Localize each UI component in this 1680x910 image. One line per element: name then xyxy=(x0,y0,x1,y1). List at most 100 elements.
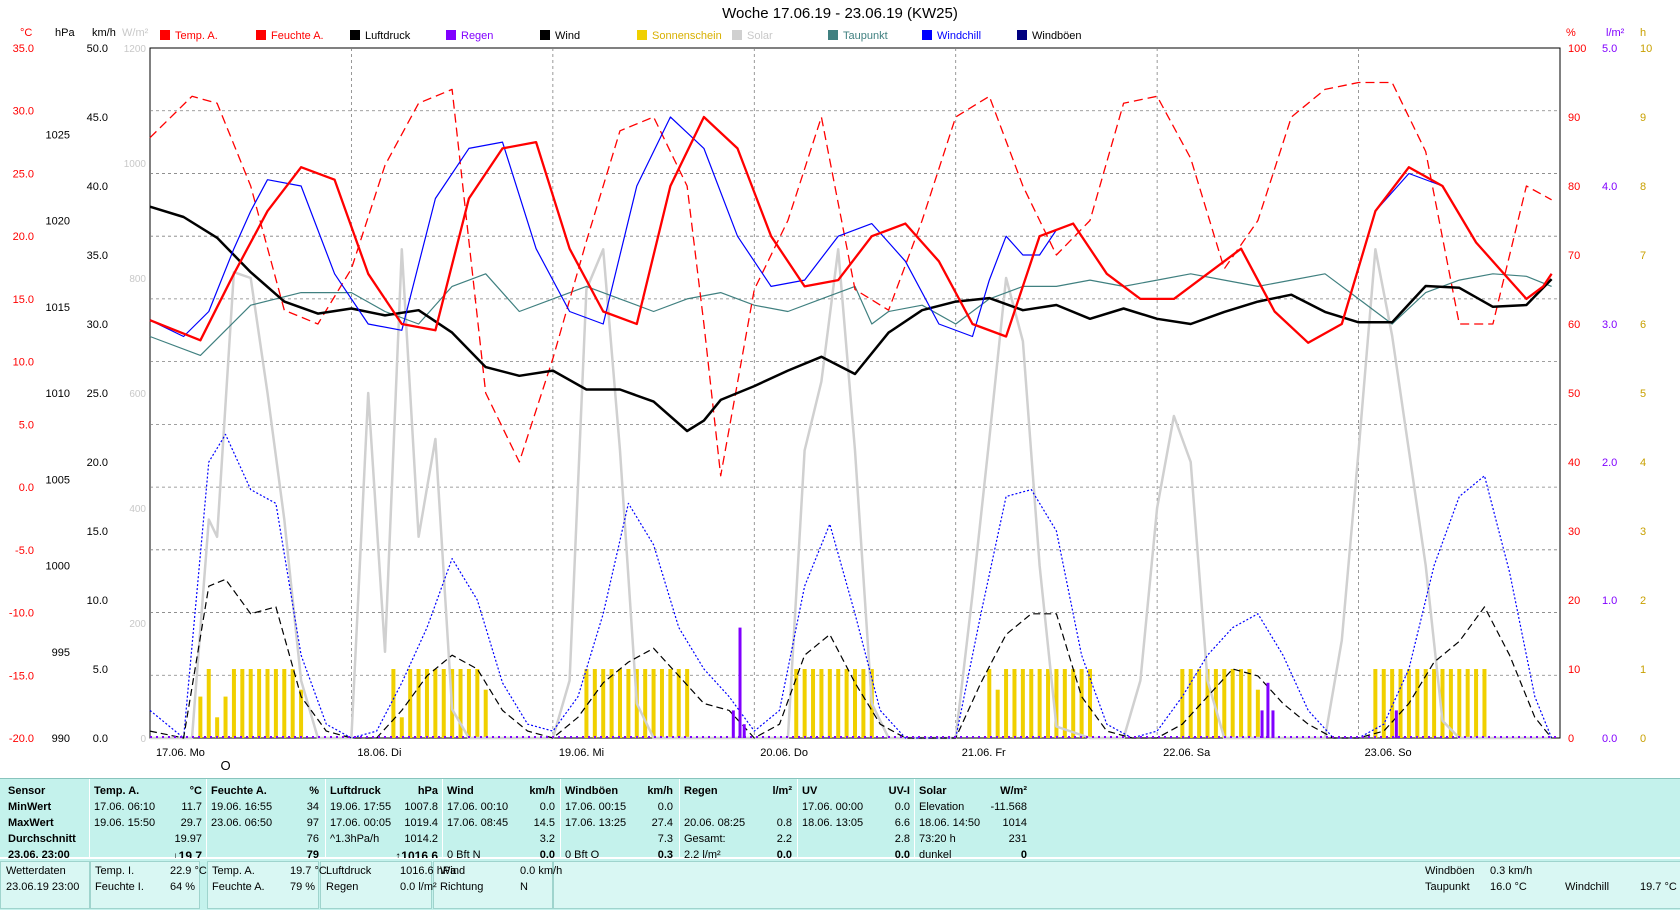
stats-header: Solar xyxy=(919,785,947,797)
stats-header-unit: UV-I xyxy=(888,785,910,797)
axis-unit-label: °C xyxy=(20,27,32,39)
legend-item: Luftdruck xyxy=(350,30,410,42)
wind-tick-label: 30.0 xyxy=(87,319,108,331)
temp-tick-label: 5.0 xyxy=(19,419,34,431)
stats-header: Wind xyxy=(447,785,474,797)
footer-bar: Wetterdaten 23.06.19 23:00 Temp. I. 22.9 °C… xyxy=(0,858,1680,910)
sunshine-bar xyxy=(618,669,622,738)
sun-tick-label: 10 xyxy=(1640,43,1652,55)
stats-cell-value: 97 xyxy=(306,817,319,829)
sunshine-bar xyxy=(1046,669,1051,738)
sunshine-bar xyxy=(299,689,304,738)
sunshine-bar xyxy=(416,669,421,738)
sunshine-bar xyxy=(1029,669,1034,738)
footer-box xyxy=(0,861,90,909)
footer-box xyxy=(433,861,553,909)
sunshine-bar xyxy=(1088,669,1092,738)
sunshine-bar xyxy=(441,669,446,738)
stats-header: Sensor xyxy=(8,785,46,797)
sunshine-bar xyxy=(1457,669,1462,738)
temp-tick-label: -20.0 xyxy=(9,733,34,745)
stats-header: Regen xyxy=(684,785,718,797)
stats-header: Luftdruck xyxy=(330,785,381,797)
footer-label: Feuchte A. xyxy=(212,881,265,893)
sunshine-bar xyxy=(1004,669,1009,738)
humidity-tick-label: 60 xyxy=(1568,319,1580,331)
legend-label: Temp. A. xyxy=(175,30,218,42)
sunshine-bar xyxy=(1255,689,1260,738)
stats-cell-value: 7.3 xyxy=(657,833,673,845)
sunshine-bar xyxy=(248,669,253,738)
sunshine-bar xyxy=(1230,669,1235,738)
sunshine-bar xyxy=(458,669,463,738)
humidity-tick-label: 70 xyxy=(1568,250,1580,262)
stats-table: Sensor Temp. A. °C Feuchte A.% Luftdruck hPa W… xyxy=(0,778,1680,863)
sunshine-bar xyxy=(827,669,832,738)
stats-column-separator xyxy=(797,779,798,857)
stats-column-separator xyxy=(914,779,915,857)
sunshine-bar xyxy=(408,669,413,738)
sunshine-bar xyxy=(223,696,228,738)
footer-label: Regen xyxy=(326,881,359,893)
axis-unit-label: hPa xyxy=(55,27,75,39)
legend-label: Wind xyxy=(555,30,581,42)
axis-unit-label: % xyxy=(1566,27,1576,39)
sun-tick-label: 1 xyxy=(1640,664,1646,676)
rain-tick-label: 3.0 xyxy=(1602,319,1617,331)
x-tick-label: 21.06. Fr xyxy=(962,747,1006,759)
legend-item: Windchill xyxy=(922,30,981,42)
stats-cell-context: 19.06. 17:55 xyxy=(330,801,392,813)
stats-cell-value: 27.4 xyxy=(651,817,673,829)
rain-bar xyxy=(738,627,742,738)
footer-value: 0.3 km/h xyxy=(1490,865,1533,877)
rain-bar xyxy=(1266,682,1270,738)
pressure-tick-label: 1005 xyxy=(46,474,70,486)
sun-tick-label: 0 xyxy=(1640,733,1646,745)
sunshine-bar xyxy=(399,717,404,738)
wind-tick-label: 5.0 xyxy=(93,664,108,676)
sunshine-bar xyxy=(844,669,849,738)
stats-cell-value: 0.0 xyxy=(657,801,673,813)
temp-tick-label: 15.0 xyxy=(13,294,34,306)
stats-header-unit: % xyxy=(309,785,319,797)
footer-value: 19.7 °C xyxy=(1640,881,1677,893)
sunshine-bar xyxy=(995,689,1000,738)
footer-value: 79 % xyxy=(290,881,316,893)
footer-value: 0.0 l/m² xyxy=(400,881,437,893)
stats-cell-value: 3.2 xyxy=(539,833,555,845)
sunshine-bar xyxy=(475,669,480,738)
solar-line xyxy=(150,248,1552,740)
x-tick-label: 23.06. So xyxy=(1365,747,1412,759)
footer-label: Windböen xyxy=(1425,865,1475,877)
stats-header-unit: W/m² xyxy=(1000,785,1027,797)
stats-cell-context: 17.06. 08:45 xyxy=(447,817,509,829)
stats-cell-value: -11.568 xyxy=(990,801,1028,813)
stats-cell-value: 29.7 xyxy=(180,817,202,829)
footer-value: 22.9 °C xyxy=(170,865,207,877)
rain-bar xyxy=(1394,710,1398,738)
stats-column-separator xyxy=(679,779,680,857)
footer-value: 19.7 °C xyxy=(290,865,327,877)
pressure-tick-label: 1020 xyxy=(46,216,70,228)
sun-tick-label: 6 xyxy=(1640,319,1646,331)
sunshine-bar xyxy=(1188,669,1193,738)
rain-tick-label: 5.0 xyxy=(1602,43,1617,55)
wind-tick-label: 50.0 xyxy=(87,43,108,55)
stats-cell-value: 14.5 xyxy=(533,817,555,829)
legend-label: Luftdruck xyxy=(365,30,411,42)
sunshine-bar xyxy=(651,669,656,738)
sunshine-bar xyxy=(609,669,614,738)
footer-label: Temp. I. xyxy=(95,865,135,877)
sunshine-bar xyxy=(215,717,220,738)
stats-cell-value: 1019.4 xyxy=(404,817,438,829)
solar-tick-label: 1000 xyxy=(124,159,147,170)
humidity-tick-label: 30 xyxy=(1568,526,1580,538)
axis-unit-label: h xyxy=(1640,27,1646,39)
wind-tick-label: 0.0 xyxy=(93,733,108,745)
sunshine-bar xyxy=(1398,669,1403,738)
legend-label: Sonnenschein xyxy=(652,30,722,42)
sunshine-bar xyxy=(240,669,245,738)
sunshine-bar xyxy=(391,669,396,738)
stats-cell-value: 0.0 xyxy=(894,801,910,813)
stats-cell-value: 2.2 xyxy=(776,833,792,845)
